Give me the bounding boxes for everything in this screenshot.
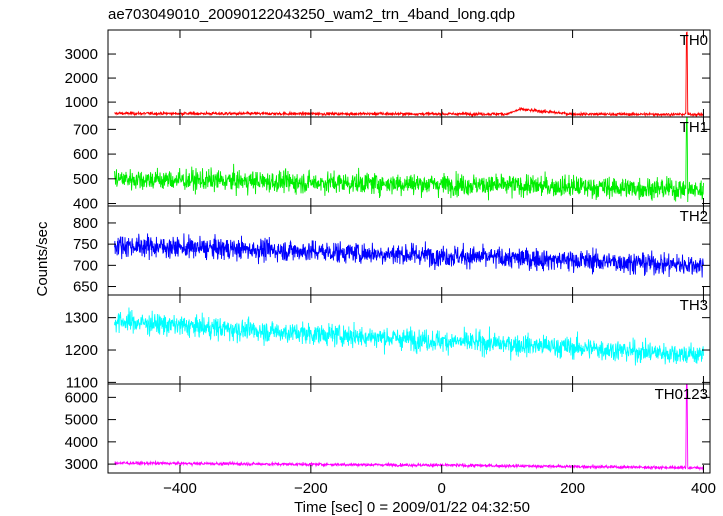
y-tick-label-th2: 650 bbox=[73, 279, 98, 296]
series-line-th0123 bbox=[114, 384, 704, 471]
panel-label-th3: TH3 bbox=[680, 297, 708, 314]
y-tick-label-th0123: 5000 bbox=[65, 412, 98, 429]
series-line-th2 bbox=[114, 233, 704, 278]
y-tick-label-th0: 2000 bbox=[65, 70, 98, 87]
y-tick-label-th0123: 4000 bbox=[65, 434, 98, 451]
y-tick-label-th0123: 6000 bbox=[65, 389, 98, 406]
y-tick-label-th1: 400 bbox=[73, 196, 98, 213]
x-tick-label: −400 bbox=[163, 480, 197, 497]
y-tick-label-th0: 1000 bbox=[65, 94, 98, 111]
chart-title: ae703049010_20090122043250_wam2_trn_4ban… bbox=[108, 6, 515, 23]
panel-label-th1: TH1 bbox=[680, 119, 708, 136]
series-line-th1 bbox=[114, 117, 704, 203]
y-tick-label-th1: 600 bbox=[73, 146, 98, 163]
y-tick-label-th2: 700 bbox=[73, 257, 98, 274]
y-tick-label-th3: 1100 bbox=[66, 374, 98, 391]
y-tick-label-th0123: 3000 bbox=[65, 456, 98, 473]
y-tick-label-th1: 500 bbox=[73, 171, 98, 188]
x-tick-label: 0 bbox=[438, 480, 446, 497]
y-tick-label-th2: 750 bbox=[73, 236, 98, 253]
y-tick-label-th1: 700 bbox=[73, 121, 98, 138]
x-tick-label: 400 bbox=[691, 480, 716, 497]
panel-label-th2: TH2 bbox=[680, 208, 708, 225]
x-tick-label: −200 bbox=[294, 480, 328, 497]
y-axis-label: Counts/sec bbox=[34, 221, 51, 297]
x-tick-label: 200 bbox=[560, 480, 585, 497]
y-tick-label-th2: 800 bbox=[73, 215, 98, 232]
panel-frame-th0123 bbox=[107, 383, 711, 474]
panel-label-th0123: TH0123 bbox=[655, 386, 708, 403]
y-tick-label-th3: 1200 bbox=[65, 342, 98, 359]
x-axis-label: Time [sec] 0 = 2009/01/22 04:32:50 bbox=[294, 499, 530, 516]
series-line-th3 bbox=[114, 307, 704, 366]
y-tick-label-th3: 1300 bbox=[65, 310, 98, 327]
series-line-th0 bbox=[114, 31, 704, 118]
y-tick-label-th0: 3000 bbox=[65, 46, 98, 63]
panel-label-th0: TH0 bbox=[680, 32, 708, 49]
panel-frame-th0 bbox=[107, 29, 711, 118]
